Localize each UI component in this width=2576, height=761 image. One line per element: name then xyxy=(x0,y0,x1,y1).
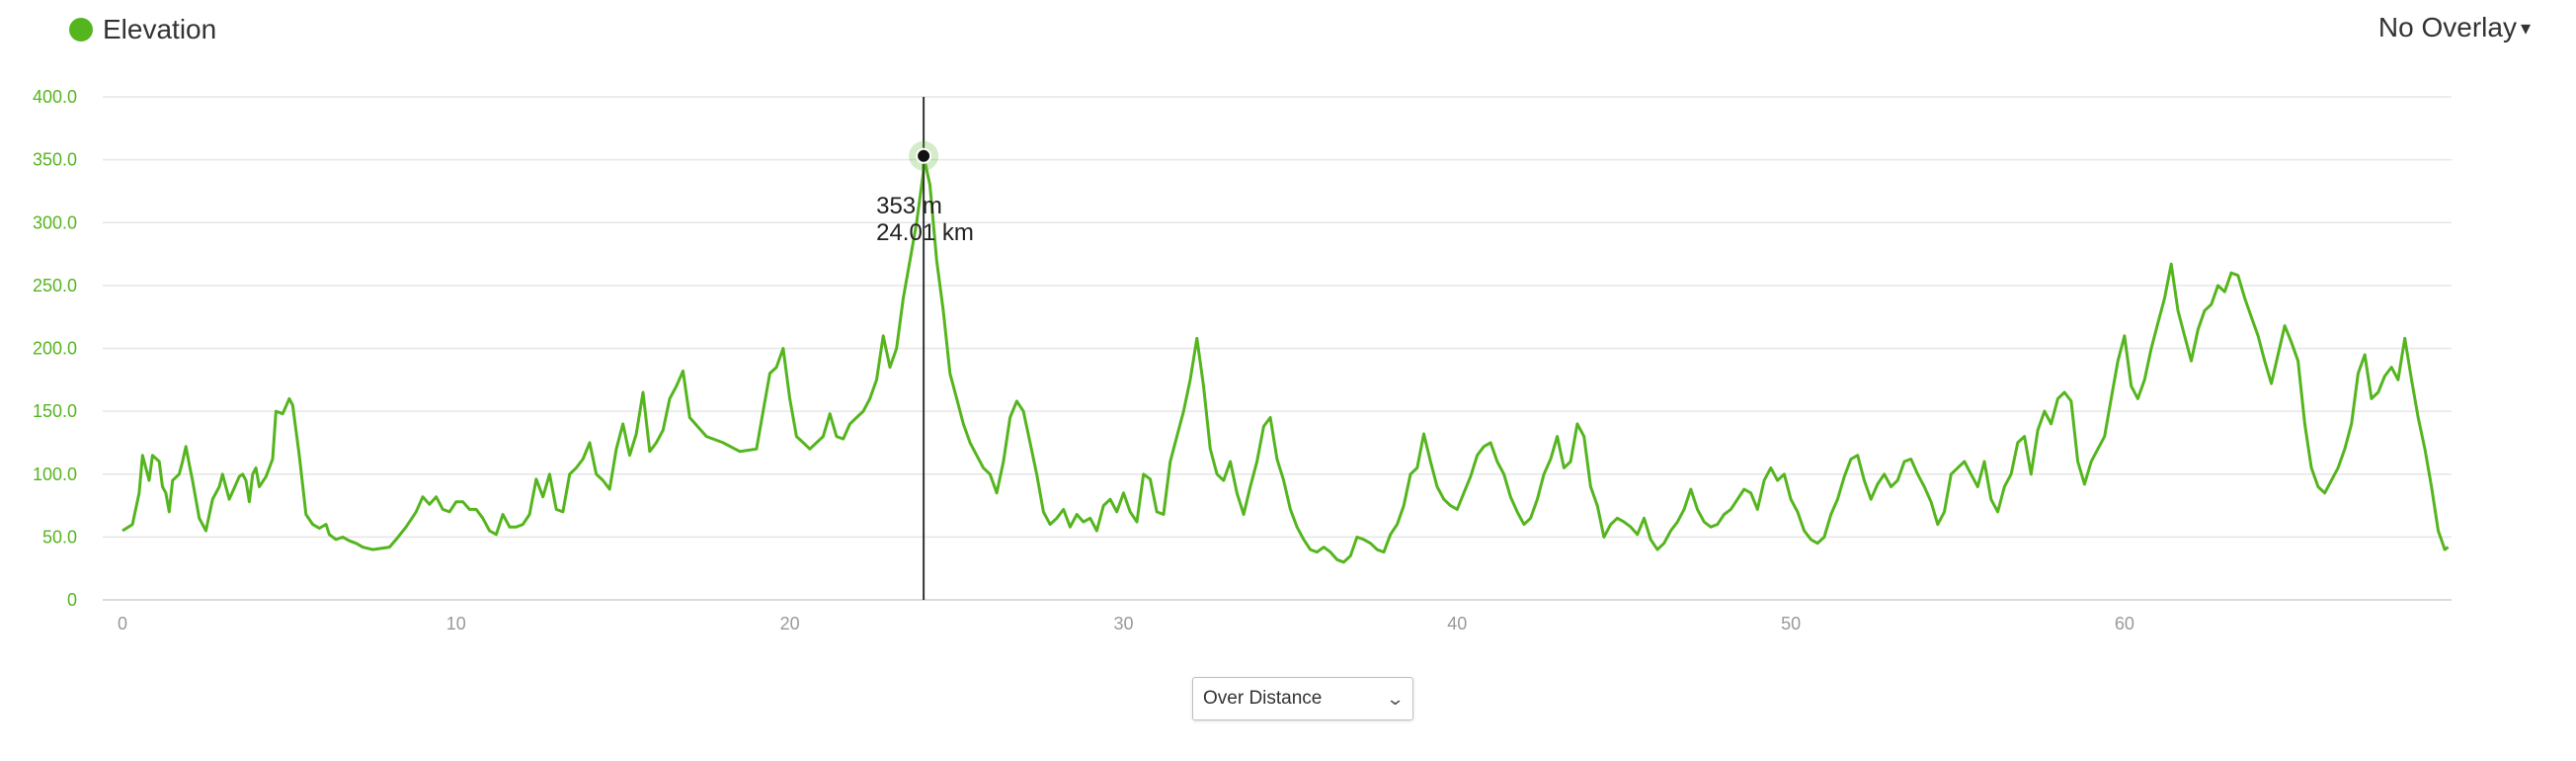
chevron-down-icon: ⌄ xyxy=(1385,688,1406,709)
y-tick-label: 300.0 xyxy=(33,212,77,232)
legend-label: Elevation xyxy=(103,14,217,44)
elevation-line xyxy=(121,154,2450,564)
x-tick-label: 30 xyxy=(1113,614,1133,634)
overlay-dropdown[interactable]: No Overlay ▾ xyxy=(2378,12,2531,43)
caret-down-icon: ▾ xyxy=(2520,17,2531,40)
y-tick-label: 50.0 xyxy=(42,527,77,547)
tooltip-distance: 24.01 km xyxy=(876,219,974,246)
mode-select[interactable]: Over Distance ⌄ xyxy=(1192,677,1413,720)
tooltip-elevation: 353 m xyxy=(876,193,942,219)
y-tick-label: 150.0 xyxy=(33,401,77,421)
x-tick-label: 60 xyxy=(2115,614,2134,634)
overlay-label: No Overlay xyxy=(2377,12,2517,42)
y-tick-label: 350.0 xyxy=(33,150,77,170)
x-tick-label: 50 xyxy=(1781,614,1801,634)
y-tick-label: 200.0 xyxy=(33,339,77,359)
y-tick-label: 400.0 xyxy=(33,87,77,107)
y-tick-label: 100.0 xyxy=(33,465,77,484)
chart-legend[interactable]: Elevation xyxy=(69,14,216,45)
y-tick-label: 0 xyxy=(67,590,77,610)
marker-point xyxy=(916,147,932,164)
legend-dot-icon xyxy=(69,18,93,42)
x-tick-label: 20 xyxy=(780,614,800,634)
mode-select-value: Over Distance xyxy=(1203,688,1323,709)
elevation-chart[interactable]: 0 50.0 100.0 150.0 200.0 250.0 300.0 350.0 400.0… xyxy=(0,0,2576,672)
x-tick-label: 40 xyxy=(1447,614,1467,634)
x-tick-label: 10 xyxy=(446,614,466,634)
y-tick-label: 250.0 xyxy=(33,276,77,296)
x-tick-label: 0 xyxy=(118,614,127,634)
